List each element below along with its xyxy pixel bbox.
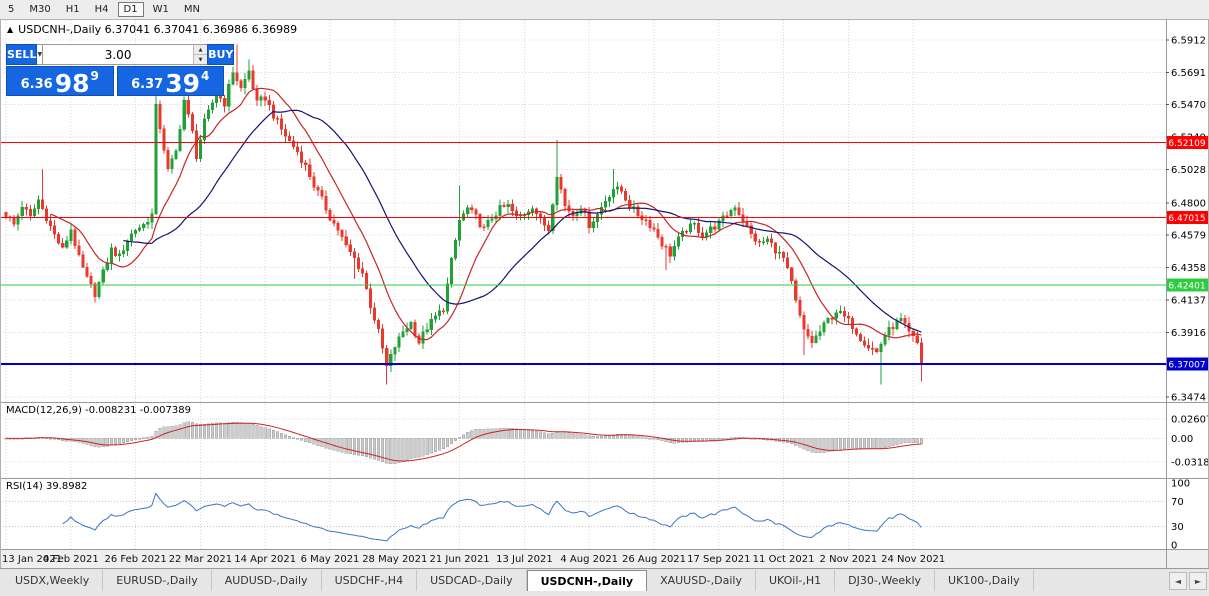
timeframe-button-m30[interactable]: M30 [29,4,51,15]
volume-box: ▲ ▼ [43,44,208,65]
moving-averages [50,87,922,341]
buy-button[interactable]: BUY [207,44,235,65]
sell-price-display[interactable]: 6.36 98 9 [6,66,114,96]
svg-text:28 May 2021: 28 May 2021 [362,554,427,565]
svg-text:24 Nov 2021: 24 Nov 2021 [881,554,945,565]
chart-tab-usdx-weekly[interactable]: USDX,Weekly [2,570,104,591]
one-click-panel-toggle-icon[interactable]: ▲ [7,24,14,34]
horizontal-level-lines[interactable] [0,142,1166,365]
svg-text:14 Apr 2021: 14 Apr 2021 [234,554,296,565]
scroll-tabs-right-icon[interactable]: ► [1189,572,1207,590]
svg-text:6.5912: 6.5912 [1171,36,1206,47]
chart-tab-usdcad-daily[interactable]: USDCAD-,Daily [417,570,527,591]
svg-text:6 May 2021: 6 May 2021 [301,554,360,565]
chart-tab-bar: USDX,Weekly EURUSD-,Daily AUDUSD-,Daily USD… [0,568,1209,596]
chart-title: ▲ USDCNH-,Daily 6.37041 6.37041 6.36986 … [7,23,297,36]
buy-price-prefix: 6.37 [131,77,164,92]
svg-text:6.4358: 6.4358 [1171,263,1206,274]
chart-tab-eurusd-daily[interactable]: EURUSD-,Daily [103,570,212,591]
svg-text:6.4800: 6.4800 [1171,198,1206,209]
svg-text:6.47015: 6.47015 [1168,214,1205,224]
svg-text:-0.03187: -0.03187 [1171,458,1209,469]
svg-text:6.3474: 6.3474 [1171,393,1206,404]
volume-spinner: ▲ ▼ [193,45,208,64]
order-type-dropdown-icon[interactable]: ▼ [37,44,44,65]
svg-text:26 Aug 2021: 26 Aug 2021 [622,554,686,565]
macd-axis-labels: 0.02607 0.00 -0.03187 [1171,415,1209,469]
chart-tab-list: USDX,Weekly EURUSD-,Daily AUDUSD-,Daily USD… [0,570,1209,591]
svg-text:6.5028: 6.5028 [1171,165,1206,176]
sell-price-sup: 9 [90,69,99,83]
svg-text:22 Mar 2021: 22 Mar 2021 [169,554,232,565]
rsi-line [62,492,922,542]
svg-text:6.42401: 6.42401 [1168,281,1205,291]
svg-text:6.4137: 6.4137 [1171,295,1206,306]
timeframe-button-h1[interactable]: H1 [65,4,80,15]
chart-tab-xauusd-daily[interactable]: XAUUSD-,Daily [647,570,756,591]
svg-text:6.5470: 6.5470 [1171,100,1206,111]
chart-tab-usdchf-h4[interactable]: USDCHF-,H4 [321,570,418,591]
svg-text:4 Aug 2021: 4 Aug 2021 [560,554,618,565]
svg-text:26 Feb 2021: 26 Feb 2021 [104,554,166,565]
timeframe-button-5[interactable]: 5 [8,4,15,15]
scroll-tabs-left-icon[interactable]: ◄ [1169,572,1187,590]
tab-scroll-buttons: ◄ ► [1169,572,1207,590]
svg-text:21 Jun 2021: 21 Jun 2021 [430,554,490,565]
svg-text:2 Nov 2021: 2 Nov 2021 [820,554,878,565]
timeframe-button-h4[interactable]: H4 [94,4,109,15]
rsi-axis-labels: 100 70 30 0 [1171,479,1190,552]
sell-price-big: 98 [54,69,90,98]
chart-tab-dj30-weekly[interactable]: DJ30-,Weekly [835,570,936,591]
buy-price-big: 39 [165,69,200,98]
chart-tab-uk100-daily[interactable]: UK100-,Daily [935,570,1034,591]
macd-label: MACD(12,26,9) -0.008231 -0.007389 [6,405,191,416]
svg-text:6.4579: 6.4579 [1171,231,1206,242]
svg-text:6.52109: 6.52109 [1168,139,1205,149]
timeframe-toolbar: 5 M30 H1 H4 D1 W1 MN [0,0,1209,20]
svg-text:RSI(14) 39.8982: RSI(14) 39.8982 [6,481,87,492]
svg-text:0.02607: 0.02607 [1171,415,1209,426]
rsi-label: RSI(14) 39.8982 [6,481,87,492]
timeframe-button-d1[interactable]: D1 [117,2,144,17]
volume-down-icon[interactable]: ▼ [194,55,208,64]
macd-histogram [4,421,923,465]
sell-button[interactable]: SELL [6,44,38,65]
svg-text:0: 0 [1171,541,1177,552]
symbol-ohlc-title: USDCNH-,Daily 6.37041 6.37041 6.36986 6.… [18,23,298,36]
svg-text:13 Jan 2021: 13 Jan 2021 [2,554,62,565]
svg-text:0.00: 0.00 [1171,434,1193,445]
svg-text:17 Sep 2021: 17 Sep 2021 [687,554,750,565]
timeframe-button-w1[interactable]: W1 [152,4,169,15]
buy-price-sup: 4 [201,69,210,83]
volume-input[interactable] [43,45,194,64]
timeframe-button-mn[interactable]: MN [183,4,200,15]
svg-text:30: 30 [1171,522,1184,533]
svg-text:6.5691: 6.5691 [1171,68,1206,79]
svg-text:MACD(12,26,9) -0.008231 -0.007: MACD(12,26,9) -0.008231 -0.007389 [6,405,191,416]
price-line-badges: 6.52109 6.47015 6.42401 6.37007 [1167,136,1208,371]
chart-tab-usdcnh-daily[interactable]: USDCNH-,Daily [526,570,648,591]
macd-signal-line [5,422,922,462]
svg-text:11 Oct 2021: 11 Oct 2021 [753,554,815,565]
svg-text:6.37007: 6.37007 [1168,360,1205,370]
svg-text:100: 100 [1171,479,1190,490]
chart-tab-audusd-daily[interactable]: AUDUSD-,Daily [211,570,322,591]
svg-text:70: 70 [1171,497,1184,508]
sell-price-prefix: 6.36 [20,77,53,92]
candles [4,44,923,385]
svg-text:4 Feb 2021: 4 Feb 2021 [43,554,99,565]
svg-text:13 Jul 2021: 13 Jul 2021 [496,554,553,565]
svg-text:6.3916: 6.3916 [1171,328,1206,339]
chart-tab-ukoil-h1[interactable]: UKOil-,H1 [755,570,836,591]
volume-up-icon[interactable]: ▲ [194,45,208,55]
buy-price-display[interactable]: 6.37 39 4 [116,66,224,98]
